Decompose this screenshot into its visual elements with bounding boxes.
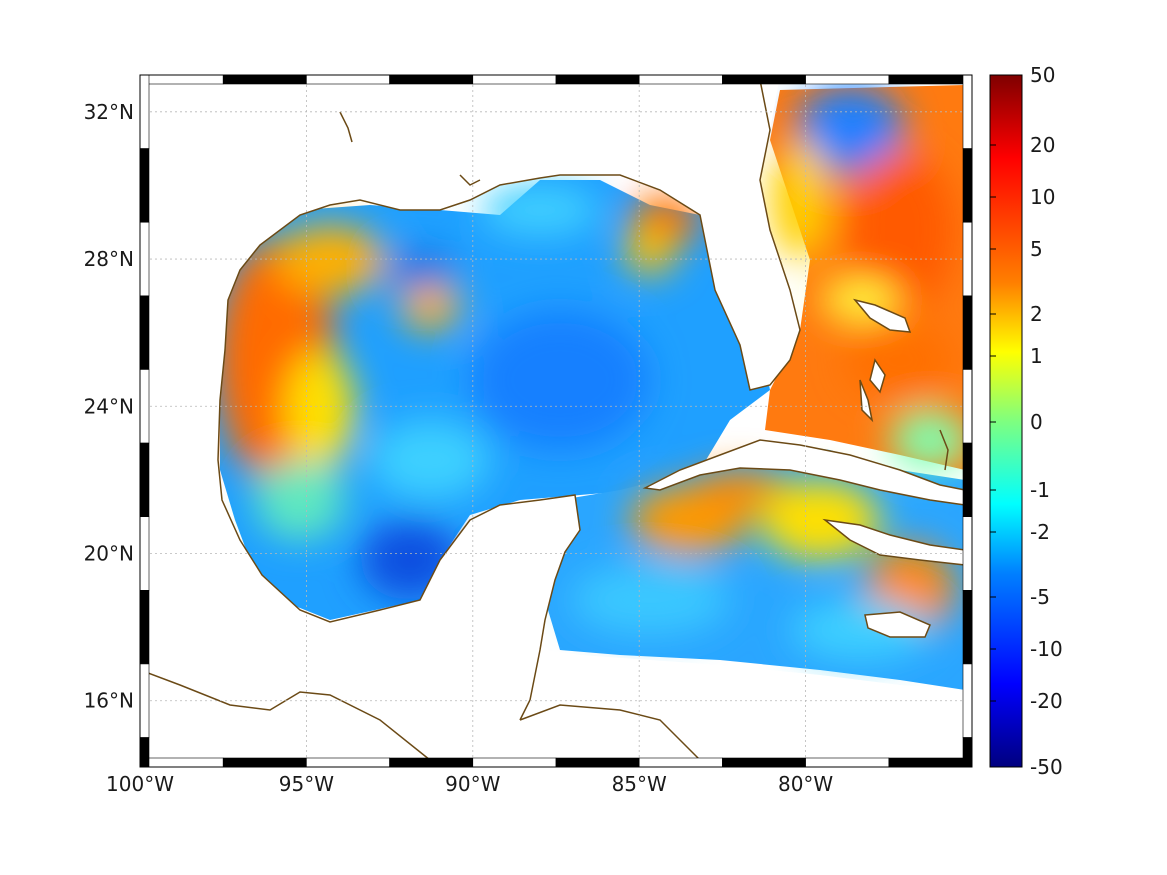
colorbar-gradient	[990, 75, 1022, 767]
frame-border	[139, 74, 973, 768]
frame-left-segment	[139, 221, 150, 297]
frame-left-segment	[139, 590, 150, 665]
colorbar-tick-label: -1	[1030, 478, 1050, 502]
colorbar-tick-label: 20	[1030, 133, 1055, 157]
frame-right-segment	[962, 295, 973, 370]
colorbar-tick-label: 0	[1030, 410, 1043, 434]
latitude-labels: 32°N 28°N 24°N 20°N 16°N	[84, 100, 134, 713]
frame-bottom-segment	[472, 757, 557, 768]
frame-left-segment	[139, 295, 150, 370]
frame-top-segment	[306, 74, 390, 85]
frame-left-segment	[139, 148, 150, 223]
colorbar-tick-label: -5	[1030, 585, 1050, 609]
frame-bottom-segment	[722, 757, 806, 768]
colorbar-border	[989, 74, 1023, 768]
frame-bottom-segment	[888, 757, 973, 768]
colorbar-tick-label: -50	[1030, 755, 1063, 779]
latitude-tick-label: 32°N	[84, 100, 134, 124]
colorbar-tick-label: 10	[1030, 185, 1055, 209]
frame-bottom-segment	[555, 757, 640, 768]
frame-top-segment	[722, 74, 806, 85]
coastlines	[140, 79, 966, 761]
frame-right-segment	[962, 74, 973, 149]
frame-left-segment	[139, 369, 150, 444]
frame-bottom-segment	[389, 757, 474, 768]
longitude-tick-label: 90°W	[445, 772, 500, 796]
frame-top-segment	[555, 74, 640, 85]
longitude-tick-label: 85°W	[612, 772, 667, 796]
frame-left-segment	[139, 737, 150, 768]
frame-left-segment	[139, 663, 150, 738]
frame-right-segment	[962, 442, 973, 518]
frame-right-segment	[962, 516, 973, 591]
grid-lines	[140, 75, 972, 767]
colorbar-tick-label: -20	[1030, 689, 1063, 713]
frame-left-segment	[139, 516, 150, 591]
frame-top-segment	[389, 74, 474, 85]
longitude-labels: 100°W 95°W 90°W 85°W 80°W	[106, 772, 833, 796]
longitude-tick-label: 95°W	[279, 772, 334, 796]
data-field	[140, 75, 972, 767]
frame-left-segment	[139, 442, 150, 518]
frame-right-segment	[962, 221, 973, 297]
colorbar-tick-label: 1	[1030, 344, 1043, 368]
frame-bottom-segment	[222, 757, 307, 768]
frame-bottom-segment	[306, 757, 390, 768]
colorbar-tick-label: 2	[1030, 302, 1043, 326]
frame-right-segment	[962, 369, 973, 444]
frame-top-segment	[805, 74, 890, 85]
latitude-tick-label: 24°N	[84, 394, 134, 418]
frame-top-segment	[222, 74, 307, 85]
frame-right-segment	[962, 148, 973, 223]
frame-right-segment	[962, 737, 973, 768]
frame-bottom-segment	[638, 757, 723, 768]
frame-bottom-segment	[805, 757, 890, 768]
frame-left-segment	[139, 74, 150, 149]
latitude-tick-label: 16°N	[84, 689, 134, 713]
frame-top-segment	[888, 74, 973, 85]
colorbar-tick-label: -2	[1030, 520, 1050, 544]
map-frame	[139, 74, 973, 768]
frame-right-segment	[962, 590, 973, 665]
frame-top-segment	[472, 74, 557, 85]
longitude-tick-label: 100°W	[106, 772, 174, 796]
longitude-tick-label: 80°W	[778, 772, 833, 796]
frame-bottom-segment	[139, 757, 224, 768]
frame-top-segment	[139, 74, 224, 85]
latitude-tick-label: 28°N	[84, 247, 134, 271]
colorbar-tick-label: 5	[1030, 237, 1043, 261]
colorbar-tick-label: 50	[1030, 63, 1055, 87]
colorbar-tick-label: -10	[1030, 637, 1063, 661]
frame-right-segment	[962, 663, 973, 738]
frame-top-segment	[638, 74, 723, 85]
latitude-tick-label: 20°N	[84, 542, 134, 566]
